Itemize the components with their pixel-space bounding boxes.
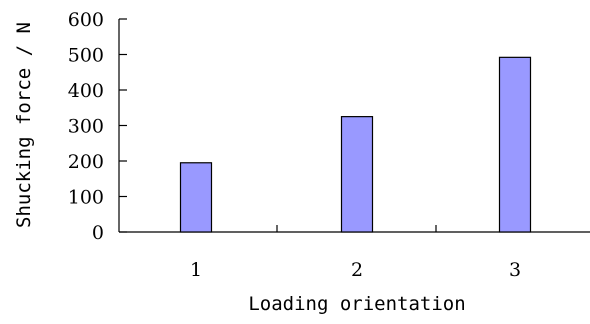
bar-1 <box>179 162 213 233</box>
y-tick-label: 500 <box>68 45 104 67</box>
bar-2 <box>340 116 374 233</box>
y-tick-label: 600 <box>68 9 104 31</box>
x-tick-label: 2 <box>351 259 363 281</box>
y-tick-label: 400 <box>68 80 104 102</box>
x-axis-ticks: 1 2 3 <box>190 225 521 281</box>
y-axis-title: Shucking force / N <box>13 22 35 228</box>
bars <box>179 56 532 233</box>
y-tick-label: 0 <box>92 222 104 244</box>
y-tick-label: 200 <box>68 151 104 173</box>
x-tick-label: 1 <box>190 259 202 281</box>
y-tick-label: 300 <box>68 116 104 138</box>
plot-area: 0 100 200 300 400 500 600 1 2 3 <box>68 9 590 281</box>
y-axis-ticks: 0 100 200 300 400 500 600 <box>68 9 127 244</box>
x-tick-label: 3 <box>509 259 521 281</box>
bar-3 <box>498 56 532 233</box>
y-tick-label: 100 <box>68 187 104 209</box>
x-axis-title: Loading orientation <box>248 293 465 315</box>
